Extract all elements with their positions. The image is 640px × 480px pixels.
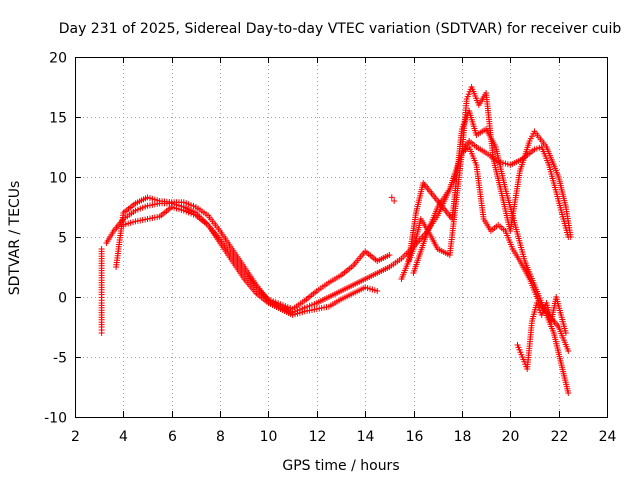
x-tick-label: 12 <box>309 429 327 445</box>
x-tick-label: 16 <box>406 429 424 445</box>
y-tick-label: 10 <box>49 171 67 187</box>
y-tick-label: 0 <box>58 291 67 307</box>
series-track-h <box>98 246 105 336</box>
data-point <box>391 198 398 204</box>
data-point <box>565 390 572 396</box>
series-track-g <box>514 294 569 372</box>
data-point <box>562 330 569 336</box>
data-points <box>98 84 574 396</box>
x-tick-label: 22 <box>551 429 569 445</box>
y-tick-label: 15 <box>49 111 67 127</box>
x-tick-label: 18 <box>454 429 472 445</box>
data-point <box>98 330 105 336</box>
x-tick-label: 20 <box>502 429 520 445</box>
y-tick-label: 20 <box>49 51 67 67</box>
x-tick-label: 14 <box>357 429 375 445</box>
x-tick-label: 8 <box>216 429 225 445</box>
x-axis-title: GPS time / hours <box>282 458 399 474</box>
y-tick-labels: -10 -5 0 5 10 15 20 <box>44 51 67 427</box>
y-axis-title: SDTVAR / TECUs <box>7 181 23 296</box>
plot-frame <box>75 57 608 418</box>
series-track-d <box>398 84 574 282</box>
x-tick-label: 24 <box>599 429 617 445</box>
y-tick-label: -5 <box>53 351 67 367</box>
data-point <box>388 194 395 201</box>
data-point <box>565 348 572 354</box>
x-tick-label: 10 <box>260 429 278 445</box>
x-tick-label: 4 <box>119 429 128 445</box>
data-point <box>374 288 381 294</box>
series-track-i <box>388 194 398 204</box>
data-point <box>567 234 574 240</box>
y-tick-label: -10 <box>44 411 67 427</box>
x-tick-label: 2 <box>71 429 80 445</box>
series-track-b <box>103 200 393 312</box>
x-tick-labels: 2 4 6 8 10 12 14 16 18 20 22 24 <box>71 429 616 445</box>
y-tick-label: 5 <box>58 231 67 247</box>
series-track-c <box>120 204 381 318</box>
chart-title: Day 231 of 2025, Sidereal Day-to-day VTE… <box>59 21 622 37</box>
x-tick-label: 6 <box>168 429 177 445</box>
data-point <box>386 252 393 258</box>
